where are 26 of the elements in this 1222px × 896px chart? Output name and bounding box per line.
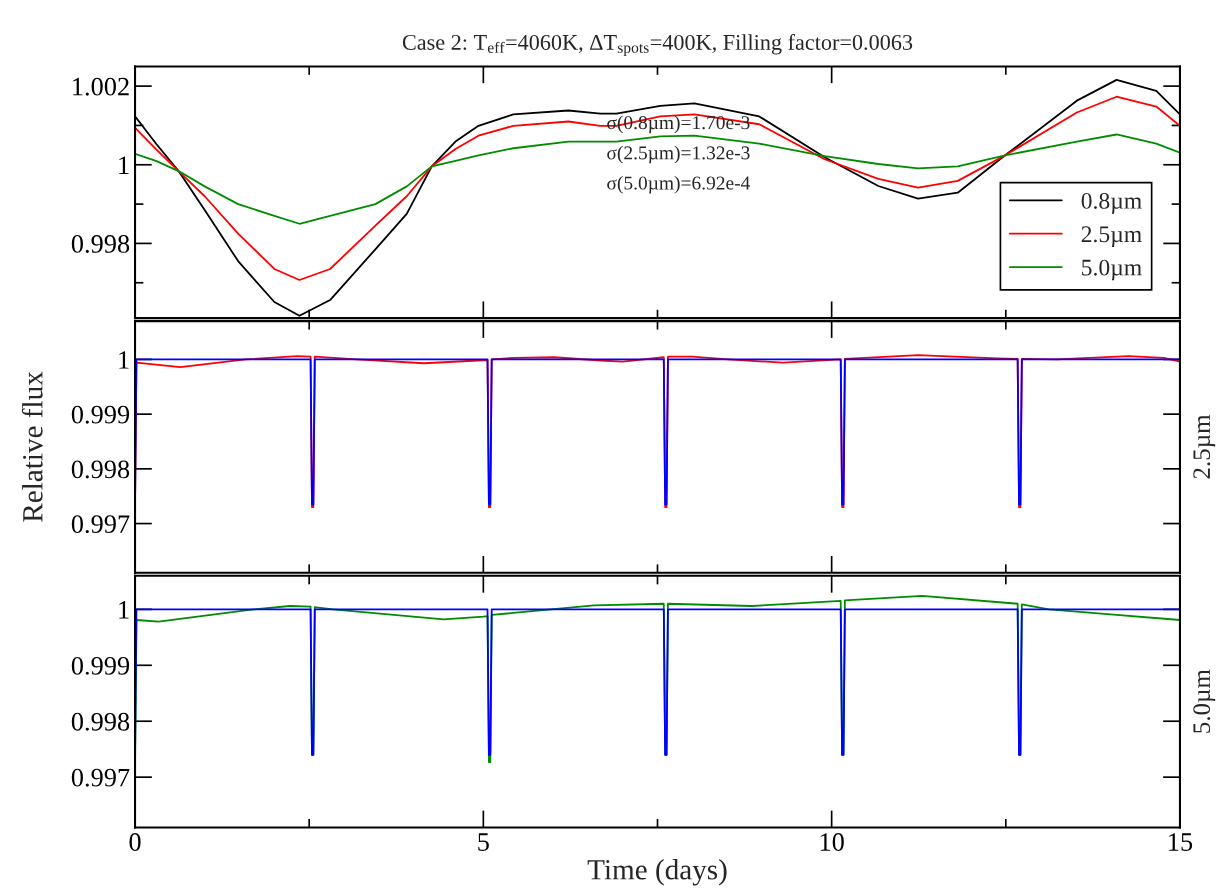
y-tick-label: 0.998 [71, 712, 130, 731]
y-tick-label: 0.999 [71, 656, 130, 675]
x-tick-label: 10 [820, 833, 844, 851]
y-axis-title: Relative flux [21, 371, 43, 522]
legend-label: 0.8µm [1081, 192, 1142, 214]
x-tick-label: 15 [1169, 833, 1193, 851]
y-tick-label: 0.999 [71, 405, 130, 424]
annotation: σ(5.0µm)=6.92e-4 [607, 175, 751, 194]
y2-axis-title: 2.5µm [1193, 414, 1216, 479]
x-tick-label: 5 [478, 833, 489, 851]
legend-label: 2.5µm [1081, 226, 1142, 247]
y-tick-label: 1 [119, 351, 129, 369]
y-tick-label: 0.998 [71, 460, 130, 479]
legend-label: 5.0µm [1082, 259, 1142, 281]
x-axis-title: Time (days) [587, 859, 727, 886]
x-tick-label: 0 [129, 833, 141, 851]
y2-axis-title: 5.0µm [1193, 669, 1216, 733]
y-tick-label: 0.997 [71, 515, 130, 534]
chart-title: Case 2: T$_{eff}$=4060K, ΔT$_{spots}$=400K, Filling factor=0.0063 [402, 34, 913, 57]
y-tick-label: 0.998 [71, 235, 130, 253]
y-tick-label: 1 [119, 601, 129, 619]
y-tick-label: 0.997 [71, 768, 130, 787]
y-tick-label: 1.002 [73, 77, 129, 96]
annotation: σ(2.5µm)=1.32e-3 [607, 145, 750, 164]
y-tick-label: 1 [119, 156, 129, 174]
annotation: σ(0.8µm)=1.70e-3 [607, 115, 750, 134]
